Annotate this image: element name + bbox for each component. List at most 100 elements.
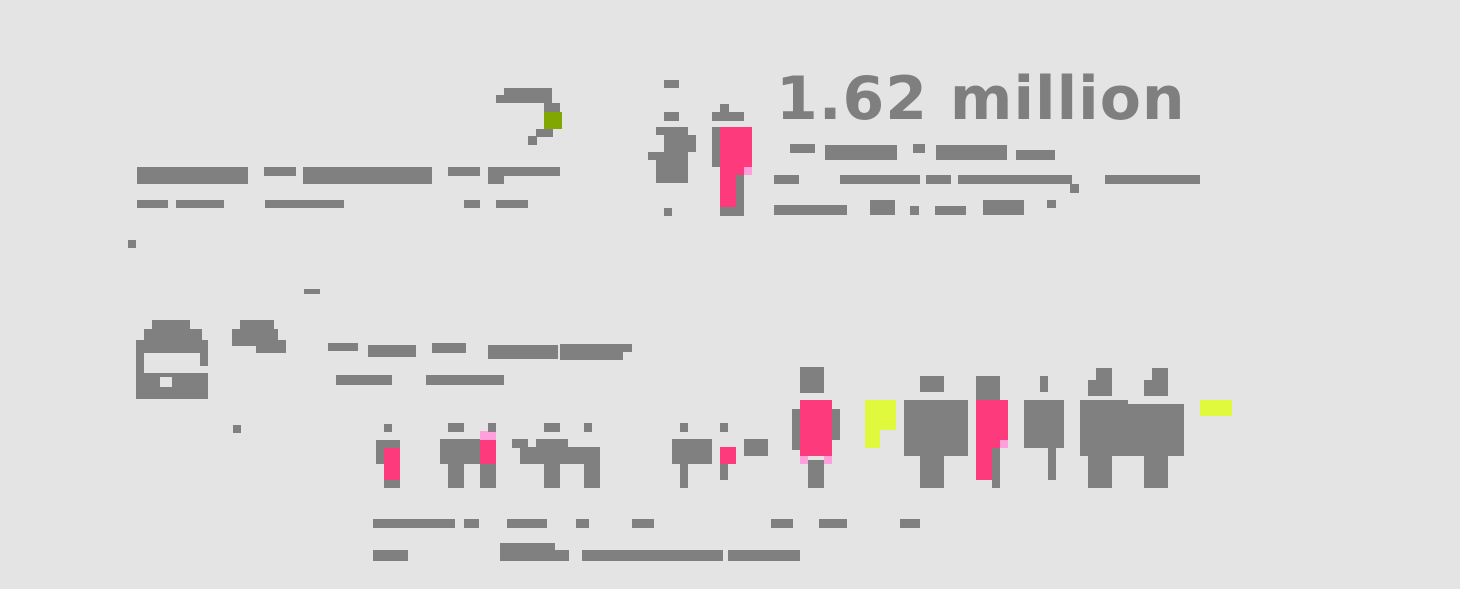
icon-part bbox=[256, 340, 286, 353]
figure-part bbox=[720, 175, 736, 207]
figure-part bbox=[1152, 368, 1168, 380]
figure-part bbox=[1040, 376, 1048, 392]
figure-part bbox=[744, 167, 752, 175]
figure-part bbox=[976, 440, 1000, 448]
figure-part bbox=[448, 464, 464, 488]
figure-part bbox=[1024, 400, 1064, 448]
figure-part bbox=[1096, 368, 1112, 380]
text-bar bbox=[176, 200, 224, 208]
text-bar bbox=[819, 519, 847, 528]
text-bar bbox=[373, 550, 408, 561]
text-bar bbox=[426, 375, 504, 385]
bullet-dot bbox=[128, 240, 136, 248]
figure-part bbox=[1048, 448, 1056, 480]
text-bar bbox=[840, 175, 920, 184]
text-bar bbox=[582, 550, 723, 561]
icon-part bbox=[152, 320, 190, 329]
logo-part bbox=[536, 129, 553, 137]
figure-part bbox=[384, 424, 392, 432]
text-bar bbox=[926, 175, 951, 184]
text-bar bbox=[958, 175, 1072, 184]
text-bar bbox=[560, 352, 623, 360]
figure-part bbox=[1080, 400, 1128, 456]
text-bar bbox=[368, 345, 416, 357]
figure-part bbox=[720, 167, 744, 175]
figure-part bbox=[664, 135, 696, 152]
text-bar bbox=[328, 343, 358, 351]
text-bar bbox=[432, 343, 466, 353]
text-bar bbox=[496, 200, 528, 208]
figure-part bbox=[1144, 456, 1168, 488]
figure-part bbox=[680, 464, 688, 488]
headline: 1.62 million bbox=[776, 64, 1186, 134]
text-bar bbox=[488, 345, 558, 359]
figure-part bbox=[384, 480, 400, 488]
figure-part bbox=[512, 439, 528, 448]
figure-part bbox=[376, 448, 384, 464]
icon-part bbox=[200, 353, 208, 366]
figure-part bbox=[824, 456, 832, 464]
figure-part bbox=[1088, 456, 1112, 488]
figure-part bbox=[648, 152, 656, 160]
figure-part bbox=[1144, 380, 1168, 396]
figure-part bbox=[832, 409, 840, 440]
text-bar bbox=[560, 344, 632, 352]
figure-part bbox=[544, 423, 560, 432]
logo-part bbox=[496, 95, 504, 103]
text-bar bbox=[1070, 184, 1079, 193]
text-bar bbox=[448, 167, 480, 176]
figure-part bbox=[720, 104, 729, 112]
figure-part bbox=[976, 448, 992, 480]
text-bar bbox=[576, 519, 589, 528]
text-bar bbox=[771, 519, 793, 528]
figure-part bbox=[800, 456, 808, 464]
text-bar bbox=[507, 519, 547, 528]
text-bar bbox=[910, 206, 919, 215]
figure-part bbox=[736, 175, 744, 207]
figure-part bbox=[376, 440, 400, 448]
figure-part bbox=[712, 127, 720, 167]
text-bar bbox=[774, 205, 847, 215]
figure-part bbox=[1088, 380, 1112, 396]
text-bar bbox=[632, 519, 654, 528]
text-bar bbox=[336, 375, 392, 385]
figure-part bbox=[448, 423, 464, 432]
figure-part bbox=[440, 439, 480, 464]
figure-part bbox=[744, 439, 768, 456]
figure-part bbox=[664, 80, 679, 88]
logo-green-square bbox=[544, 112, 562, 129]
text-bar bbox=[303, 167, 432, 184]
icon-part bbox=[160, 377, 172, 387]
figure-part bbox=[720, 127, 752, 167]
logo-part bbox=[528, 136, 537, 145]
text-bar bbox=[936, 145, 1007, 160]
text-bar bbox=[728, 550, 800, 561]
small-dot bbox=[233, 425, 241, 433]
figure-part bbox=[920, 456, 944, 488]
figure-part bbox=[992, 448, 1000, 488]
text-bar bbox=[870, 200, 895, 215]
icon-part bbox=[240, 320, 274, 329]
text-bar bbox=[500, 550, 569, 561]
figure-part bbox=[1128, 404, 1184, 456]
text-bar bbox=[137, 200, 168, 208]
figure-part bbox=[800, 400, 832, 456]
figure-part bbox=[480, 431, 496, 440]
text-bar bbox=[1047, 200, 1056, 208]
text-bar bbox=[825, 145, 897, 160]
text-bar bbox=[500, 543, 555, 553]
text-bar bbox=[790, 144, 815, 153]
figure-part bbox=[384, 448, 400, 480]
figure-part bbox=[720, 464, 728, 480]
text-bar bbox=[137, 167, 248, 184]
text-bar bbox=[265, 200, 344, 208]
text-bar bbox=[913, 144, 925, 153]
text-bar bbox=[900, 519, 920, 528]
figure-part bbox=[680, 423, 688, 432]
figure-part bbox=[480, 440, 496, 464]
figure-part bbox=[544, 464, 560, 488]
marker-part bbox=[865, 430, 880, 448]
figure-part bbox=[656, 152, 688, 183]
logo-part bbox=[504, 88, 552, 103]
